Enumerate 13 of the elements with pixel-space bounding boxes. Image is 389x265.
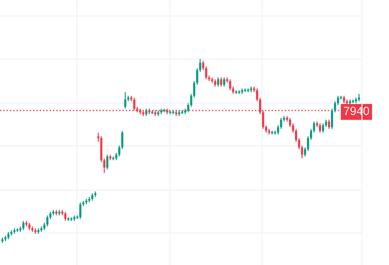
- candlestick: [22, 220, 24, 231]
- candlestick: [223, 76, 226, 88]
- candlestick: [106, 154, 108, 170]
- candlestick: [124, 92, 126, 110]
- candlestick: [79, 202, 82, 220]
- candlestick: [217, 76, 220, 88]
- candlestick: [322, 122, 324, 134]
- candlestick: [220, 76, 222, 88]
- candlestick: [64, 211, 66, 222]
- candlestick: [319, 122, 322, 134]
- candlestick: [229, 78, 232, 91]
- candlestick: [46, 214, 48, 227]
- candlestick: [328, 119, 330, 130]
